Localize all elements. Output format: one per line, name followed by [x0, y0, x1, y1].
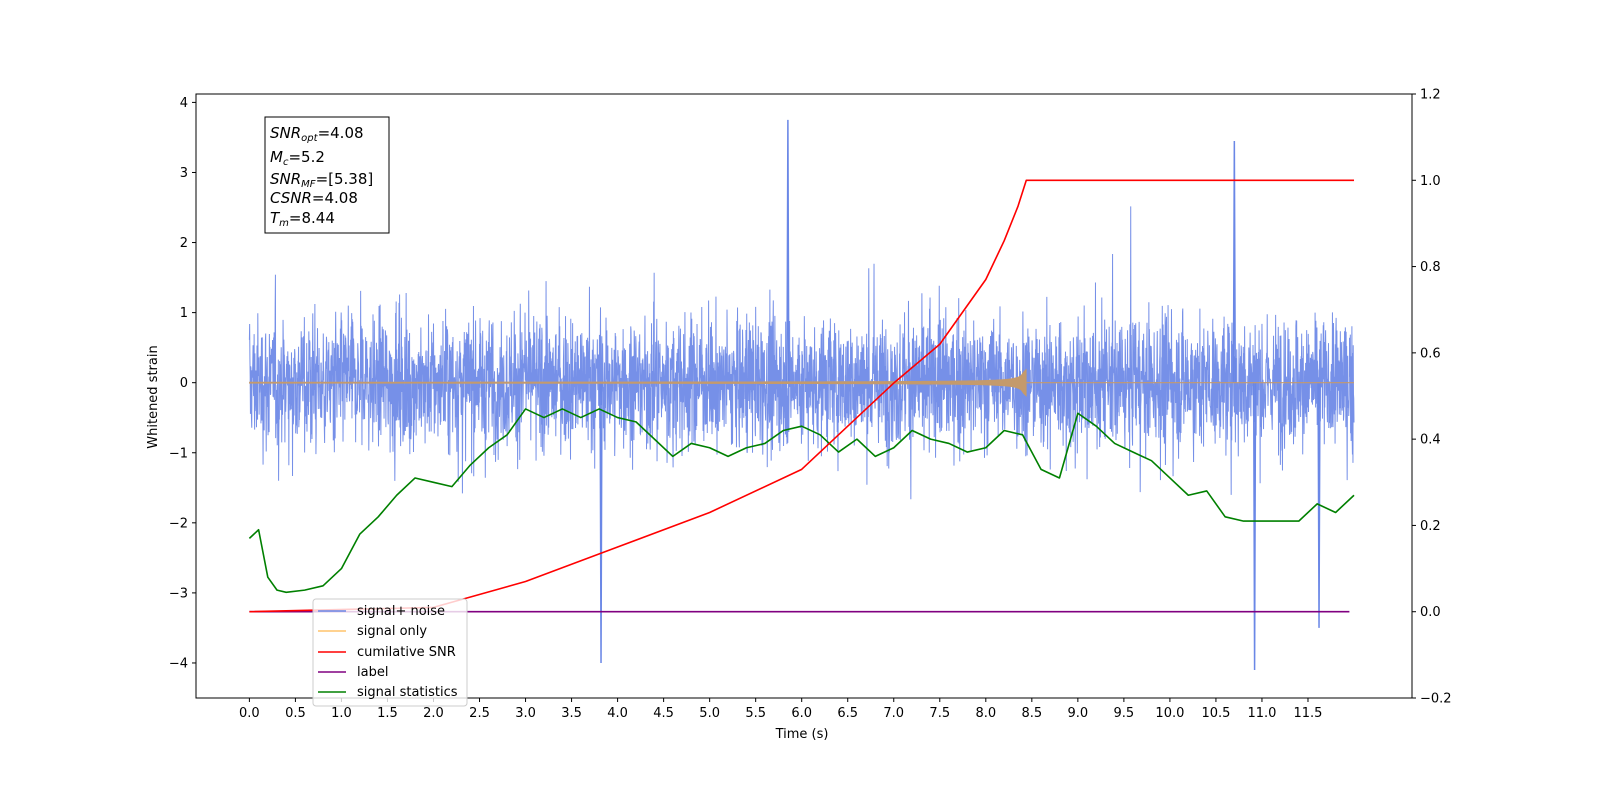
x-tick-label: 2.5: [469, 706, 490, 721]
legend-label-signal-only: signal only: [357, 624, 427, 639]
y2-tick-label: −0.2: [1420, 692, 1452, 707]
x-tick-label: 5.0: [699, 706, 720, 721]
x-tick-label: 3.0: [515, 706, 536, 721]
y-tick-label: 0: [180, 376, 188, 391]
y2-tick-label: 0.4: [1420, 433, 1441, 448]
x-tick-label: 3.5: [561, 706, 582, 721]
legend-label-signal-noise: signal+ noise: [357, 604, 445, 619]
annotation-snr-opt: SNRopt=4.08: [270, 124, 364, 144]
signal-noise-series: [248, 119, 1355, 670]
y2-tick-label: 1.0: [1420, 174, 1441, 189]
x-tick-label: 9.5: [1114, 706, 1135, 721]
y2-tick-label: 0.0: [1420, 605, 1441, 620]
y-tick-label: −2: [169, 516, 188, 531]
legend-label-label: label: [357, 665, 388, 680]
y-tick-label: 3: [180, 166, 188, 181]
y-tick-label: 4: [180, 96, 188, 111]
x-tick-label: 1.5: [377, 706, 398, 721]
legend-label-cumilative-snr: cumilative SNR: [357, 645, 456, 660]
axes: [195, 93, 1413, 699]
x-tick-label: 11.5: [1294, 706, 1323, 721]
y-tick-label: 2: [180, 236, 188, 251]
signal-noise-line: [248, 206, 1355, 500]
x-tick-label: 2.0: [423, 706, 444, 721]
y2-tick-label: 1.2: [1420, 88, 1441, 103]
x-axis-label: Time (s): [775, 727, 829, 742]
annotation-snr-mf: SNRMF=[5.38]: [270, 170, 373, 190]
signal-only-envelope: [249, 368, 1027, 397]
y-tick-label: −4: [169, 656, 188, 671]
y2-tick-label: 0.6: [1420, 346, 1441, 361]
y-tick-label: 1: [180, 306, 188, 321]
cumilative-snr-line: [249, 179, 1355, 613]
x-tick-label: 5.5: [745, 706, 766, 721]
x-tick-label: 6.0: [791, 706, 812, 721]
y-axis-label: Whitened strain: [146, 345, 161, 448]
x-tick-label: 8.0: [975, 706, 996, 721]
y-tick-label: −3: [169, 586, 188, 601]
x-tick-label: 4.0: [607, 706, 628, 721]
legend-label-signal-statistics: signal statistics: [357, 685, 458, 700]
x-tick-label: 0.0: [239, 706, 260, 721]
x-tick-label: 10.0: [1155, 706, 1184, 721]
signal-noise-spike: [1252, 382, 1257, 670]
y-tick-label: −1: [169, 446, 188, 461]
plot-frame: [195, 93, 1413, 699]
legend: signal+ noise signal only cumilative SNR…: [312, 598, 468, 707]
signal-noise-spike: [1317, 382, 1321, 628]
annotation-mc: Mc=5.2: [270, 148, 325, 168]
annotation-tm: Tm=8.44: [270, 209, 335, 229]
signal-only-series: [249, 368, 1355, 397]
signal-noise-spike: [599, 382, 603, 663]
signal-noise-spike: [1232, 140, 1237, 383]
x-tick-label: 0.5: [285, 706, 306, 721]
x-tick-label: 11.0: [1247, 706, 1276, 721]
y2-axis-ticks: 1.2 1.0 0.8 0.6 0.4 0.2 0.0 −0.2: [1412, 88, 1452, 707]
y-axis-ticks: 4 3 2 1 0 −1 −2 −3 −4: [169, 96, 196, 671]
x-tick-label: 7.0: [883, 706, 904, 721]
x-tick-label: 4.5: [653, 706, 674, 721]
x-axis-ticks: 0.0 0.5 1.0 1.5 2.0 2.5 3.0 3.5 4.0 4.5 5.0 5.5 6.0 6…: [239, 698, 1322, 721]
x-tick-label: 9.0: [1068, 706, 1089, 721]
y2-tick-label: 0.8: [1420, 260, 1441, 275]
x-tick-label: 10.5: [1201, 706, 1230, 721]
y2-tick-label: 0.2: [1420, 519, 1441, 534]
annotation-csnr: CSNR=4.08: [270, 189, 358, 207]
x-tick-label: 8.5: [1021, 706, 1042, 721]
annotation-box: SNRopt=4.08 Mc=5.2 SNRMF=[5.38] CSNR=4.0…: [264, 116, 390, 234]
x-tick-label: 1.0: [331, 706, 352, 721]
signal-noise-spike: [786, 119, 790, 383]
signal-statistics-line: [248, 408, 1355, 594]
x-tick-label: 6.5: [837, 706, 858, 721]
x-tick-label: 7.5: [929, 706, 950, 721]
